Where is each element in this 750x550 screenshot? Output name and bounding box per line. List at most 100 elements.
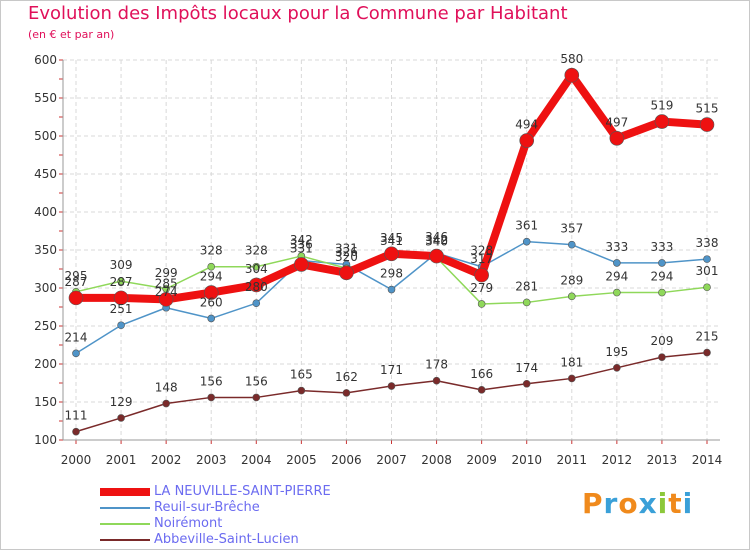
data-label: 328	[200, 244, 223, 258]
data-label: 215	[696, 330, 719, 344]
proxiti-logo: Proxiti	[582, 487, 693, 520]
data-point	[609, 130, 625, 146]
data-point	[68, 290, 84, 306]
logo-letter: i	[657, 487, 669, 520]
data-point	[72, 427, 80, 436]
data-label: 279	[470, 281, 493, 295]
data-point	[117, 321, 125, 330]
data-label: 294	[650, 270, 673, 284]
data-label: 289	[560, 273, 583, 287]
data-point	[522, 237, 531, 246]
data-point	[297, 386, 306, 395]
data-point	[113, 290, 129, 306]
data-point	[654, 114, 670, 129]
x-tick-label: 2008	[421, 453, 452, 467]
data-point	[658, 259, 666, 267]
data-label: 494	[515, 118, 538, 132]
data-label: 299	[155, 266, 178, 280]
data-point	[387, 382, 396, 390]
data-point	[613, 259, 621, 267]
data-point	[567, 374, 576, 383]
data-point	[477, 300, 486, 308]
data-point	[252, 299, 261, 308]
data-point	[294, 257, 309, 272]
y-tick-label: 450	[34, 167, 57, 181]
data-label: 178	[425, 358, 448, 372]
data-label: 287	[110, 275, 133, 289]
data-label: 287	[65, 275, 88, 289]
y-tick-label: 350	[34, 243, 57, 257]
data-point	[658, 288, 666, 297]
data-label: 174	[515, 361, 538, 375]
data-label: 148	[155, 381, 178, 395]
legend-label: Noirémont	[154, 516, 223, 531]
y-tick-label: 300	[34, 281, 57, 295]
x-tick-label: 2014	[692, 453, 723, 467]
x-tick-label: 2011	[557, 453, 588, 467]
data-label: 165	[290, 368, 313, 382]
x-tick-label: 2012	[602, 453, 633, 467]
data-label: 515	[696, 102, 719, 116]
data-label: 251	[110, 302, 133, 316]
data-label: 320	[335, 250, 358, 264]
data-point	[522, 298, 531, 307]
x-tick-label: 2010	[511, 453, 542, 467]
data-label: 340	[425, 235, 448, 249]
data-label: 294	[605, 270, 628, 284]
data-label: 301	[696, 264, 719, 278]
data-point	[432, 376, 441, 385]
logo-letter: x	[638, 487, 658, 520]
data-point	[658, 353, 666, 361]
data-point	[207, 393, 216, 402]
data-label: 336	[290, 238, 313, 252]
data-label: 328	[245, 244, 268, 258]
data-label: 129	[110, 395, 133, 409]
data-point	[387, 285, 396, 294]
data-label: 361	[515, 219, 538, 233]
x-tick-label: 2001	[106, 453, 137, 467]
data-label: 326	[335, 245, 358, 259]
data-point	[252, 262, 261, 271]
data-label: 214	[65, 330, 88, 344]
data-point	[429, 248, 444, 264]
y-tick-label: 100	[34, 433, 57, 447]
data-label: 309	[110, 258, 133, 272]
x-tick-label: 2006	[331, 453, 362, 467]
data-point	[564, 67, 580, 83]
x-tick-label: 2002	[151, 453, 182, 467]
x-tick-label: 2003	[196, 453, 227, 467]
data-label: 298	[380, 267, 403, 281]
data-point	[117, 414, 125, 422]
x-tick-label: 2009	[466, 453, 497, 467]
y-tick-label: 500	[34, 129, 57, 143]
data-point	[72, 349, 80, 358]
data-label: 331	[290, 241, 313, 255]
data-label: 274	[155, 285, 178, 299]
legend-label: Reuil-sur-Brêche	[154, 500, 260, 515]
data-label: 281	[515, 279, 538, 293]
data-point	[339, 265, 354, 281]
y-tick-label: 400	[34, 205, 57, 219]
y-tick-label: 550	[34, 91, 57, 105]
data-label: 195	[605, 345, 628, 359]
data-label: 280	[245, 280, 268, 294]
logo-letter: o	[618, 487, 639, 520]
data-label: 357	[560, 222, 583, 236]
chart-title: Evolution des Impôts locaux pour la Comm…	[28, 3, 568, 24]
data-label: 304	[245, 262, 268, 276]
data-point	[117, 277, 125, 285]
x-tick-label: 2000	[61, 453, 92, 467]
data-label: 285	[155, 276, 178, 290]
data-label: 346	[425, 230, 448, 244]
data-point	[613, 288, 621, 297]
data-label: 156	[245, 374, 268, 388]
data-label: 497	[605, 115, 628, 129]
legend-swatch	[100, 523, 150, 525]
data-label: 580	[560, 52, 583, 66]
y-tick-label: 250	[34, 319, 57, 333]
data-label: 209	[650, 334, 673, 348]
data-point	[613, 363, 621, 372]
legend-label: LA NEUVILLE-SAINT-PIERRE	[154, 484, 331, 499]
data-label: 111	[65, 409, 88, 423]
